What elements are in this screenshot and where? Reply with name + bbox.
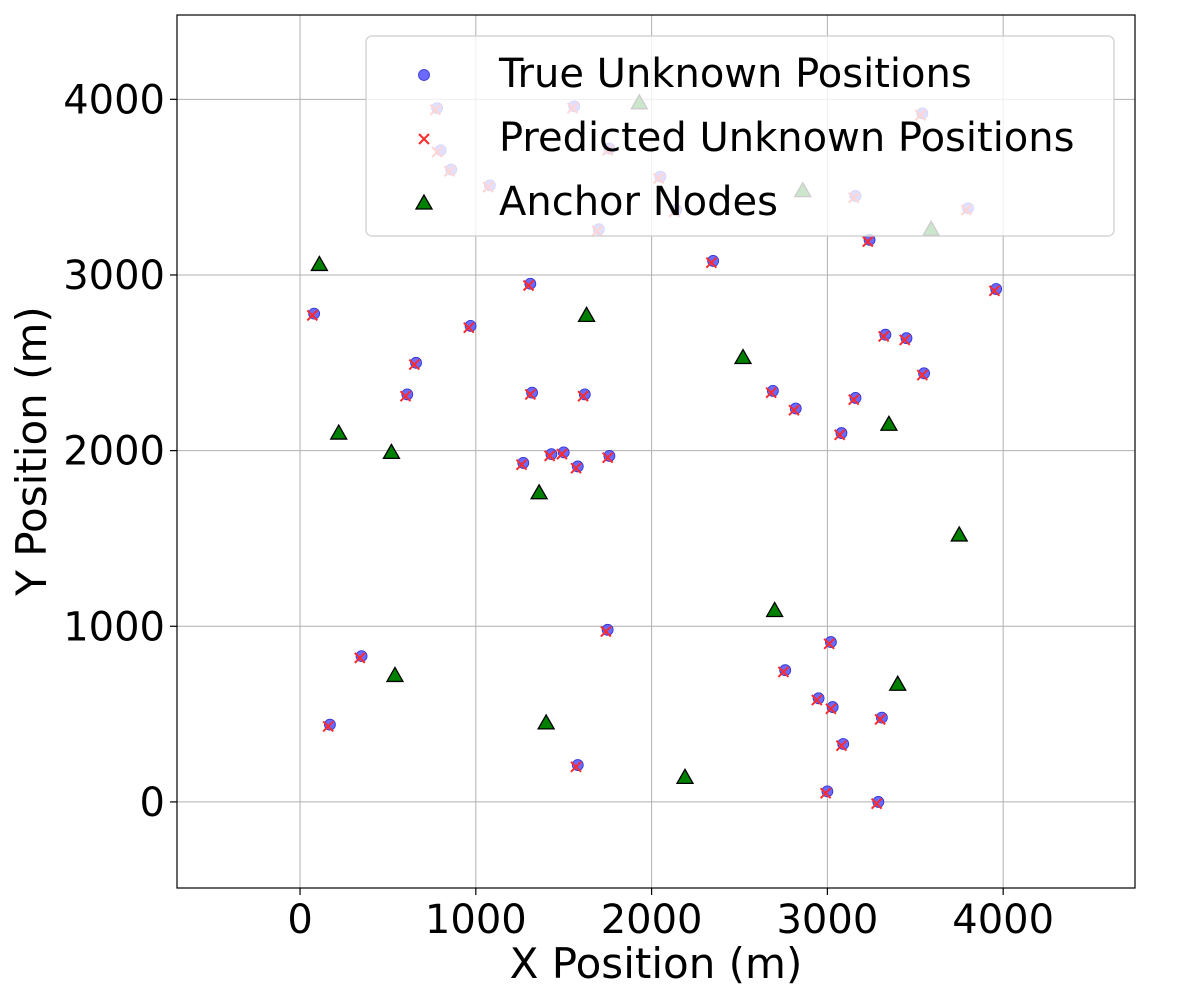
predicted-position-point	[899, 334, 911, 346]
y-tick-label: 3000	[63, 253, 165, 299]
predicted-position-point	[570, 761, 582, 773]
x-tick-label: 3000	[776, 897, 878, 943]
y-axis-label: Y Position (m)	[7, 306, 56, 597]
predicted-position-point	[848, 393, 860, 406]
anchor-node-point	[675, 768, 695, 784]
y-tick-label: 2000	[63, 429, 165, 475]
ticks: 0 1000 2000 3000 4000 0 1000 2000 3000 4000	[63, 77, 1054, 943]
predicted-position-point	[354, 652, 366, 664]
y-tick-label: 0	[140, 780, 165, 826]
predicted-position-point	[819, 787, 832, 799]
anchor-node-point	[888, 674, 907, 691]
x-tick-label: 1000	[425, 897, 527, 943]
predicted-position-point	[522, 279, 535, 292]
predicted-position-point	[877, 330, 890, 343]
legend: True Unknown Positions Predicted Unknown …	[365, 35, 1115, 237]
legend-label: Anchor Nodes	[499, 179, 778, 225]
predicted-position-point	[515, 458, 528, 471]
legend-marker	[418, 69, 430, 81]
legend-label: True Unknown Positions	[498, 51, 972, 97]
y-tick-label: 4000	[63, 77, 165, 123]
anchor-node-point	[385, 666, 405, 683]
predicted-position-point	[988, 285, 1001, 297]
predicted-position-point	[408, 358, 421, 371]
predicted-position-point	[916, 369, 929, 381]
legend-marker	[414, 193, 434, 210]
anchor-node-point	[537, 713, 556, 730]
x-tick-label: 2000	[601, 897, 703, 943]
anchor-node-point	[529, 483, 549, 500]
anchor-node-point	[382, 443, 401, 460]
predicted-position-point	[601, 451, 614, 464]
predicted-position-point	[823, 638, 835, 650]
predicted-position-point	[322, 720, 334, 733]
anchor-node-point	[329, 423, 348, 440]
legend-entry-anchor: Anchor Nodes	[414, 179, 778, 225]
predicted-position-point	[777, 666, 790, 678]
y-tick-label: 1000	[63, 604, 165, 650]
predicted-position-point	[788, 404, 800, 416]
plot-frame	[176, 14, 1136, 889]
predicted-position-point	[833, 429, 846, 441]
predicted-position-point	[600, 625, 612, 638]
predicted-position-point	[543, 450, 556, 462]
predicted-position-point	[306, 309, 319, 322]
x-axis-label: X Position (m)	[510, 939, 803, 988]
predicted-position-point	[825, 703, 837, 715]
predicted-position-point	[835, 740, 848, 752]
predicted-position-point	[862, 235, 874, 248]
predicted-position-point	[463, 321, 475, 334]
predicted-position-point	[556, 448, 568, 460]
anchor-node-point	[733, 348, 753, 365]
anchor-node-point	[577, 306, 596, 323]
predicted-position-point	[870, 797, 883, 810]
predicted-position-point	[524, 388, 537, 401]
predicted-position-point	[399, 390, 412, 402]
predicted-position-point	[705, 256, 718, 269]
x-tick-label: 0	[287, 897, 312, 943]
legend-marker	[418, 133, 430, 145]
predicted-position-point	[874, 713, 886, 726]
anchor-node-point	[310, 255, 329, 272]
x-tick-label: 4000	[952, 897, 1054, 943]
legend-entry-true: True Unknown Positions	[418, 51, 972, 97]
legend-box	[365, 35, 1115, 237]
legend-entry-predicted: Predicted Unknown Positions	[418, 115, 1074, 161]
anchor-node-point	[950, 525, 969, 542]
predicted-position-point	[811, 694, 823, 706]
predicted-position-point	[577, 390, 589, 402]
series-layer	[306, 93, 1003, 810]
anchor-node-point	[879, 414, 899, 431]
legend-label: Predicted Unknown Positions	[499, 115, 1074, 161]
predicted-position-point	[765, 386, 777, 399]
anchor-node-point	[765, 601, 784, 618]
predicted-position-point	[570, 462, 582, 474]
